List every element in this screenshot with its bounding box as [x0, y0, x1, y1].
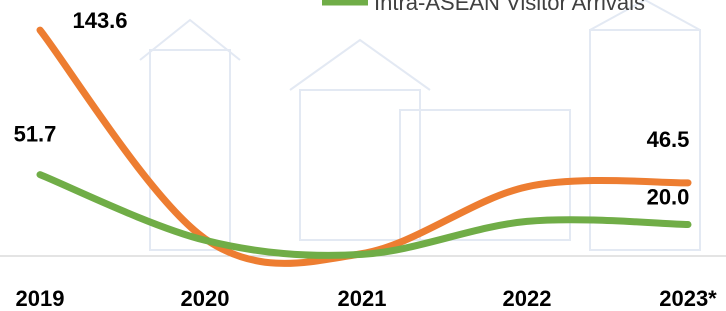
- x-tick-label: 2019: [16, 286, 65, 311]
- x-tick-label: 2020: [181, 286, 230, 311]
- background-sketch: [140, 0, 700, 250]
- x-tick-label: 2023*: [659, 286, 717, 311]
- chart: 2019 2020 2021 2022 2023* 143.6 46.5 51.7 20.0 In…: [0, 0, 726, 311]
- data-label: 20.0: [647, 185, 690, 210]
- x-tick-label: 2021: [338, 286, 387, 311]
- data-label: 143.6: [72, 8, 127, 33]
- legend-label: Intra-ASEAN Visitor Arrivals: [374, 0, 645, 15]
- data-label: 46.5: [647, 127, 690, 152]
- x-tick-label: 2022: [503, 286, 552, 311]
- data-label: 51.7: [14, 122, 57, 147]
